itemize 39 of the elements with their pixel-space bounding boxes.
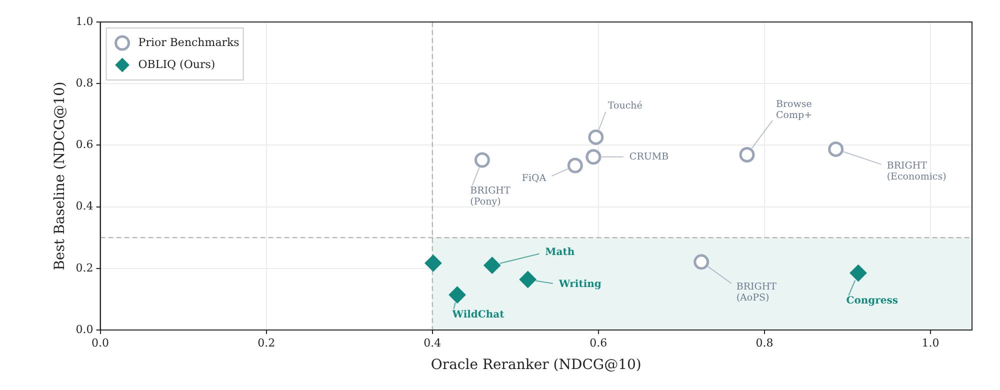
data-label: BRIGHT (Pony) xyxy=(470,185,511,208)
point xyxy=(484,256,501,274)
x-tick-label: 1.0 xyxy=(922,336,940,350)
point xyxy=(694,254,710,270)
y-tick-label: 0.4 xyxy=(76,200,94,213)
legend-label: OBLIQ (Ours) xyxy=(138,58,216,71)
point xyxy=(424,254,442,272)
point xyxy=(519,270,536,288)
data-label: Math xyxy=(545,246,576,258)
point xyxy=(739,147,755,162)
data-label: WildChat xyxy=(451,309,505,320)
point xyxy=(828,141,844,157)
data-label: Browse Comp+ xyxy=(776,99,812,122)
x-tick-label: 0.2 xyxy=(258,336,276,350)
point xyxy=(586,149,602,165)
point xyxy=(850,264,867,282)
data-label: Writing xyxy=(558,279,602,290)
y-tick-label: 0.6 xyxy=(76,138,94,152)
data-label: BRIGHT (AoPS) xyxy=(736,281,778,304)
point xyxy=(448,286,466,304)
data-label: FiQA xyxy=(522,172,546,184)
y-axis-title: Best Baseline (NDCG@10) xyxy=(52,82,68,270)
x-tick-label: 0.8 xyxy=(756,336,774,350)
point xyxy=(567,158,583,174)
data-label: Congress xyxy=(846,296,898,307)
y-tick-label: 1.0 xyxy=(76,14,94,28)
data-label: CRUMB xyxy=(629,151,669,162)
y-tick-label: 0.2 xyxy=(76,261,94,274)
x-tick-label: 0.4 xyxy=(424,336,442,350)
legend-label: Prior Benchmarks xyxy=(138,36,240,49)
y-tick-label: 0.0 xyxy=(76,322,94,336)
point xyxy=(474,152,490,168)
y-tick-label: 0.8 xyxy=(76,76,94,90)
data-label: Touché xyxy=(608,100,643,112)
point xyxy=(588,129,604,145)
x-tick-label: 0.0 xyxy=(92,336,110,350)
x-axis-title: Oracle Reranker (NDCG@10) xyxy=(430,357,642,374)
data-label: BRIGHT (Economics) xyxy=(886,160,946,183)
x-tick-label: 0.6 xyxy=(590,336,608,350)
